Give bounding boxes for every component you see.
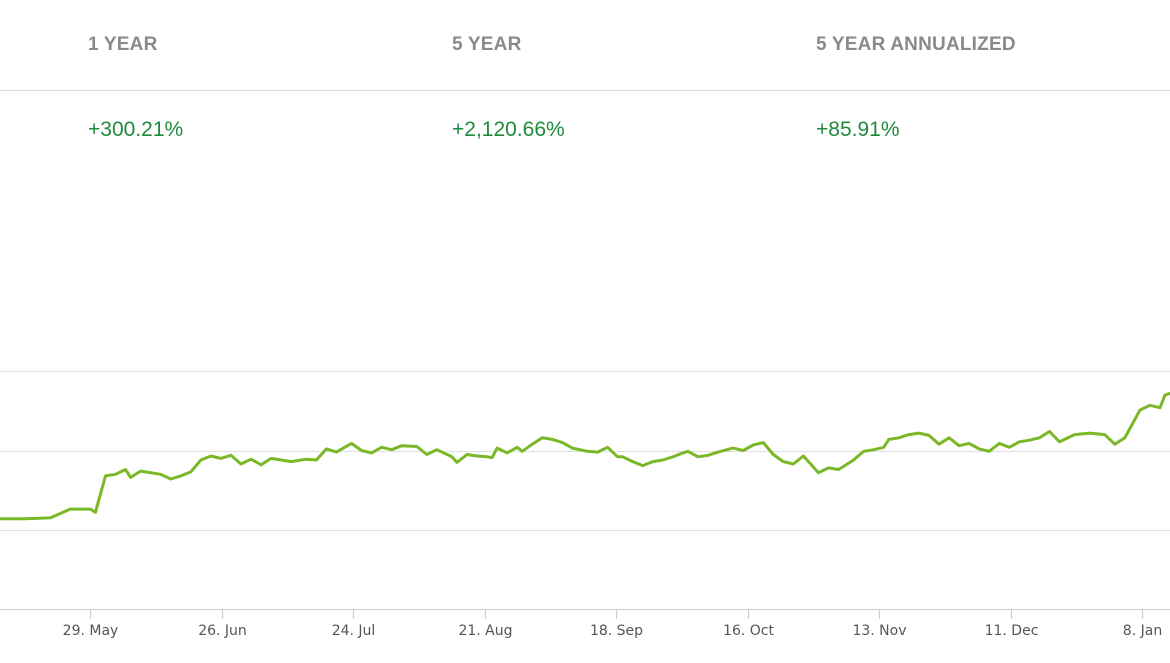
stats-header-row: 1 YEAR 5 YEAR 5 YEAR ANNUALIZED — [0, 0, 1170, 91]
x-tick-label: 24. Jul — [332, 623, 376, 639]
x-tick-label: 26. Jun — [198, 623, 247, 639]
x-axis: 29. May 26. Jun 24. Jul 21. Aug 18. Sep 16. O… — [0, 608, 1170, 639]
x-tick-label: 29. May — [63, 623, 119, 639]
stat-value-5-year: +2,120.66% — [452, 118, 565, 141]
stat-value-5-year-annualized: +85.91% — [816, 118, 900, 141]
stat-label-5-year-annualized: 5 YEAR ANNUALIZED — [816, 34, 1016, 55]
series-line-1[interactable] — [0, 391, 1170, 521]
stats-values-row: +300.21% +2,120.66% +85.91% — [0, 91, 1170, 171]
x-tick-label: 18. Sep — [590, 623, 643, 639]
stat-label-1-year: 1 YEAR — [88, 34, 158, 55]
x-tick-label: 16. Oct — [723, 623, 774, 639]
x-tick-label: 8. Jan — [1123, 623, 1162, 639]
x-tick-label: 13. Nov — [852, 623, 906, 639]
series-layer — [0, 391, 1170, 521]
stat-label-5-year: 5 YEAR — [452, 34, 522, 55]
stat-value-1-year: +300.21% — [88, 118, 184, 141]
x-tick-label: 21. Aug — [458, 623, 512, 639]
x-tick-label: 11. Dec — [985, 623, 1039, 639]
